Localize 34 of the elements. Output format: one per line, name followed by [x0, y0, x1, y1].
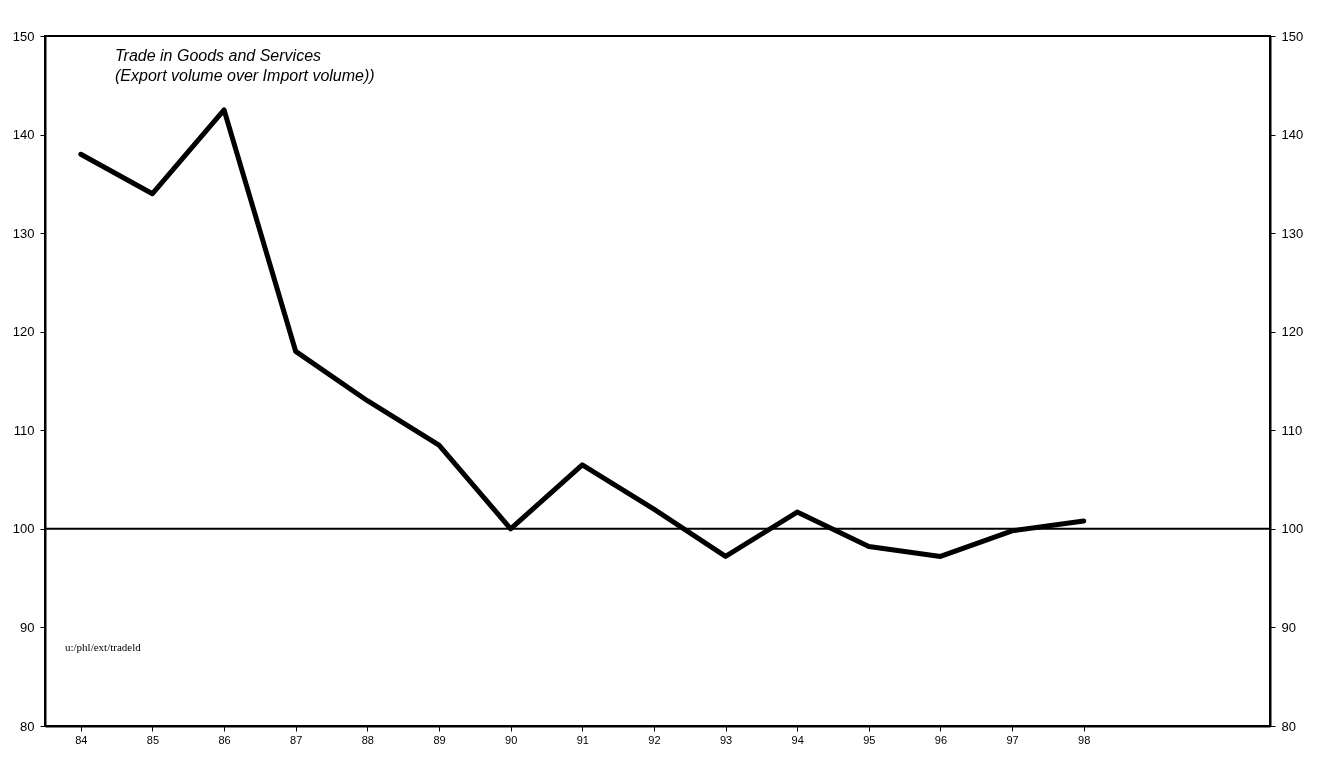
y-tick-label: 130 [12, 225, 35, 241]
x-tick-label: 94 [791, 733, 804, 746]
x-tick-label: 97 [1006, 733, 1019, 746]
annotation: u:/phl/ext/tradeld [65, 641, 142, 653]
y-tick-label: 140 [12, 127, 35, 143]
text: (Export volume over Import volume)) [115, 67, 375, 84]
x-tick-label: 93 [719, 733, 733, 746]
y-tick-label: 100 [12, 521, 35, 537]
y2-tick-label: 150 [1281, 28, 1304, 44]
y2-tick-label: 140 [1281, 127, 1304, 143]
x-tick-label: 87 [290, 733, 303, 746]
x-tick-label: 85 [146, 733, 160, 746]
y-tick-label: 110 [13, 422, 35, 438]
x-tick-label: 84 [75, 733, 88, 746]
y2-tick-label: 100 [1281, 521, 1304, 537]
x-tick-label: 95 [863, 733, 876, 746]
x-tick-label: 96 [934, 733, 948, 746]
y2-tick-label: 80 [1281, 718, 1296, 734]
x-tick-label: 90 [505, 733, 518, 746]
y-tick-label: 80 [20, 718, 35, 734]
x-tick-label: 89 [433, 733, 446, 746]
text: Trade in Goods and Services [115, 47, 322, 64]
x-tick-label: 86 [218, 733, 231, 746]
x-tick-label: 98 [1078, 733, 1091, 746]
x-tick-label: 92 [648, 733, 661, 746]
x-tick-label: 91 [576, 733, 589, 746]
y-tick-label: 120 [12, 324, 35, 340]
y2-tick-label: 90 [1281, 619, 1296, 635]
y2-tick-label: 130 [1281, 225, 1304, 241]
y2-tick-label: 110 [1281, 422, 1303, 438]
y-tick-label: 90 [20, 619, 35, 635]
y-tick-label: 150 [12, 28, 35, 44]
x-tick-label: 88 [361, 733, 374, 746]
y2-tick-label: 120 [1281, 324, 1304, 340]
